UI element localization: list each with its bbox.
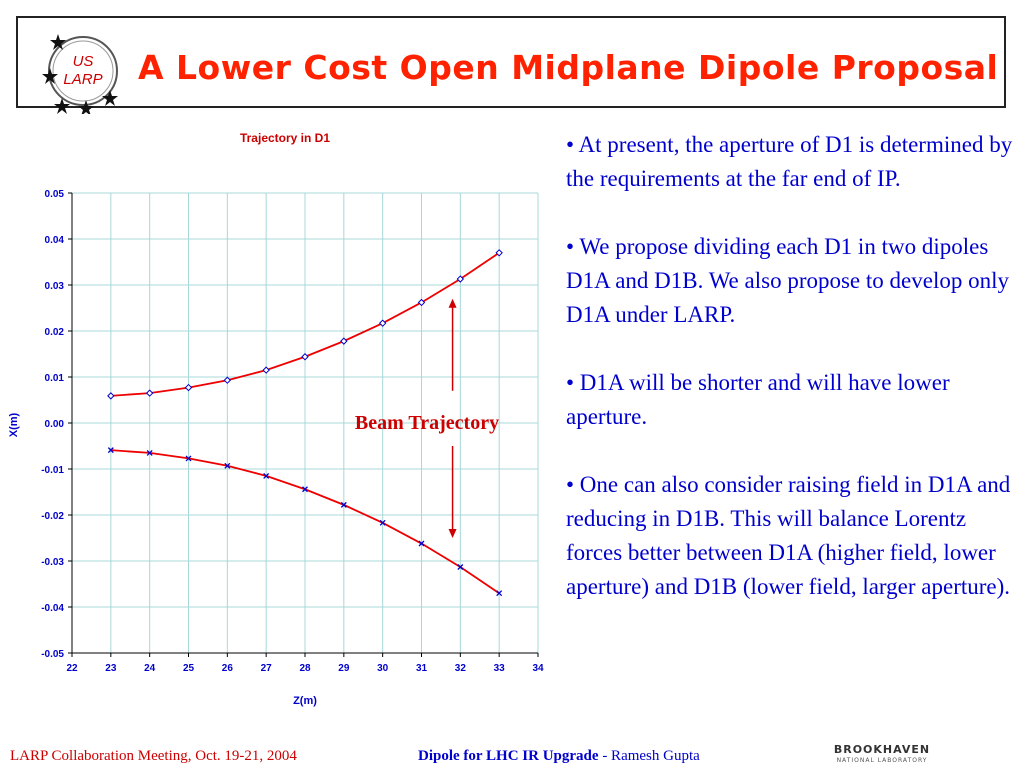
logo-line1: US — [73, 53, 94, 70]
beam-trajectory-label: Beam Trajectory — [355, 412, 499, 434]
x-tick-label: 27 — [261, 663, 273, 674]
footer-meeting: LARP Collaboration Meeting, Oct. 19-21, … — [10, 748, 297, 764]
x-tick-label: 26 — [222, 663, 234, 674]
brookhaven-logo-text: BROOKHAVEN — [834, 743, 930, 756]
x-axis-label: Z(m) — [293, 695, 317, 707]
annotation: Beam Trajectory — [355, 298, 499, 538]
y-tick-label: 0.04 — [45, 235, 65, 246]
brookhaven-logo: BROOKHAVEN NATIONAL LABORATORY — [834, 743, 930, 764]
y-axis-label: X(m) — [8, 412, 20, 437]
data-point — [107, 447, 114, 454]
header-box: US LARP A Lower Cost Open Midplane Dipol… — [16, 16, 1006, 114]
y-tick-label: -0.01 — [41, 465, 64, 476]
data-point — [263, 472, 270, 479]
y-tick-label: -0.05 — [41, 649, 64, 660]
x-tick-label: 23 — [105, 663, 117, 674]
y-tick-label: 0.02 — [45, 327, 65, 338]
data-point — [417, 298, 426, 307]
slide-title: A Lower Cost Open Midplane Dipole Propos… — [138, 48, 999, 87]
tick-labels: 22 23 24 25 26 27 28 29 30 31 32 33 34 0.05 0.04 0.03 0.… — [41, 189, 544, 674]
data-point — [146, 449, 153, 456]
footer-author: - Ramesh Gupta — [598, 748, 700, 764]
trajectory-chart: Trajectory in D1 Z(m) X(m) 22 23 24 25 26 27 2… — [8, 131, 544, 707]
x-tick-label: 32 — [455, 663, 467, 674]
y-tick-label: -0.03 — [41, 557, 64, 568]
footer-talk-title: Dipole for LHC IR Upgrade — [418, 748, 599, 764]
data-point — [378, 319, 387, 327]
data-point — [340, 337, 348, 345]
data-point — [262, 366, 270, 374]
bullet-item: • One can also consider raising field in… — [566, 472, 1011, 599]
x-tick-label: 28 — [299, 663, 311, 674]
data-point — [340, 501, 347, 508]
x-tick-label: 24 — [144, 663, 156, 674]
data-point — [301, 353, 309, 361]
data-point — [185, 455, 192, 462]
up-arrow-icon — [448, 298, 457, 308]
data-point — [224, 462, 231, 469]
axes — [68, 192, 539, 657]
data-point — [495, 249, 503, 257]
y-tick-label: -0.02 — [41, 511, 64, 522]
data-point — [457, 564, 464, 570]
data-point — [456, 275, 465, 283]
data-point — [379, 519, 386, 526]
y-tick-label: -0.04 — [41, 603, 64, 614]
data-point — [184, 383, 193, 392]
data-point — [496, 590, 503, 597]
bullet-list: • At present, the aperture of D1 is dete… — [566, 128, 1014, 638]
us-larp-logo: US LARP — [42, 34, 118, 114]
footer-talk: Dipole for LHC IR Upgrade - Ramesh Gupta — [418, 748, 700, 765]
data-point — [302, 486, 308, 493]
logo-line2: LARP — [63, 71, 102, 88]
brookhaven-logo-subtext: NATIONAL LABORATORY — [837, 757, 928, 764]
chart-title: Trajectory in D1 — [240, 131, 330, 145]
series — [107, 249, 503, 597]
x-tick-label: 29 — [338, 663, 350, 674]
y-tick-label: 0.00 — [45, 419, 65, 430]
bullet-item: • At present, the aperture of D1 is dete… — [566, 132, 1013, 191]
grid — [72, 192, 539, 653]
bullet-item: • D1A will be shorter and will have lowe… — [566, 370, 950, 429]
x-tick-label: 22 — [66, 663, 78, 674]
bullet-item: • We propose dividing each D1 in two dip… — [566, 234, 1009, 327]
y-tick-label: 0.05 — [45, 189, 65, 200]
x-tick-label: 34 — [532, 663, 544, 674]
data-point — [418, 540, 425, 547]
x-tick-label: 33 — [494, 663, 506, 674]
x-tick-label: 30 — [377, 663, 389, 674]
x-tick-label: 25 — [183, 663, 195, 674]
y-tick-label: 0.01 — [45, 373, 65, 384]
x-tick-label: 31 — [416, 663, 428, 674]
data-point — [145, 389, 154, 397]
star-icons — [42, 34, 118, 114]
data-point — [223, 376, 232, 384]
y-tick-label: 0.03 — [45, 281, 65, 292]
down-arrow-icon — [448, 529, 457, 538]
data-point — [107, 392, 115, 400]
